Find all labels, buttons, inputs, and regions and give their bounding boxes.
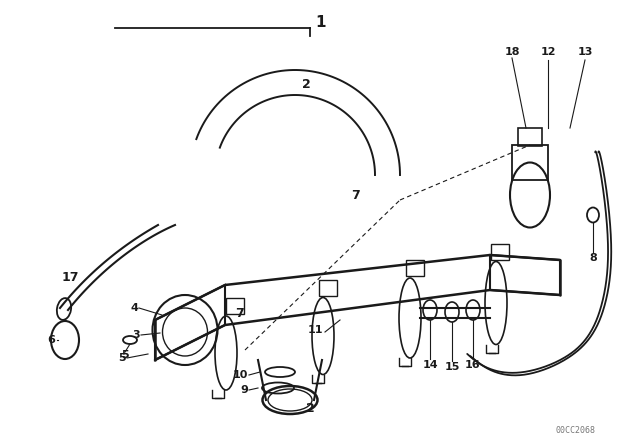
Text: 2: 2 xyxy=(301,78,310,91)
Text: 17: 17 xyxy=(61,271,79,284)
Text: 00CC2068: 00CC2068 xyxy=(555,426,595,435)
Text: 1: 1 xyxy=(315,14,326,30)
Text: 13: 13 xyxy=(577,47,593,57)
Text: 18: 18 xyxy=(504,47,520,57)
Bar xyxy=(226,298,244,314)
Text: 7: 7 xyxy=(236,307,244,320)
Text: 15: 15 xyxy=(444,362,460,372)
Bar xyxy=(406,260,424,276)
Text: 9: 9 xyxy=(240,385,248,395)
Text: 10: 10 xyxy=(232,370,248,380)
Text: 14: 14 xyxy=(422,360,438,370)
Text: 2: 2 xyxy=(306,401,314,414)
Text: 11: 11 xyxy=(307,325,323,335)
Text: 8: 8 xyxy=(589,253,597,263)
Text: 16: 16 xyxy=(465,360,481,370)
Text: 4: 4 xyxy=(130,303,138,313)
Text: 12: 12 xyxy=(540,47,556,57)
Text: 5: 5 xyxy=(118,353,126,363)
Bar xyxy=(491,244,509,260)
Bar xyxy=(319,280,337,296)
Text: 3: 3 xyxy=(132,330,140,340)
Text: 6: 6 xyxy=(47,335,55,345)
Text: 7: 7 xyxy=(351,189,360,202)
Bar xyxy=(512,145,548,180)
Bar xyxy=(518,128,542,146)
Text: 5: 5 xyxy=(121,350,129,360)
